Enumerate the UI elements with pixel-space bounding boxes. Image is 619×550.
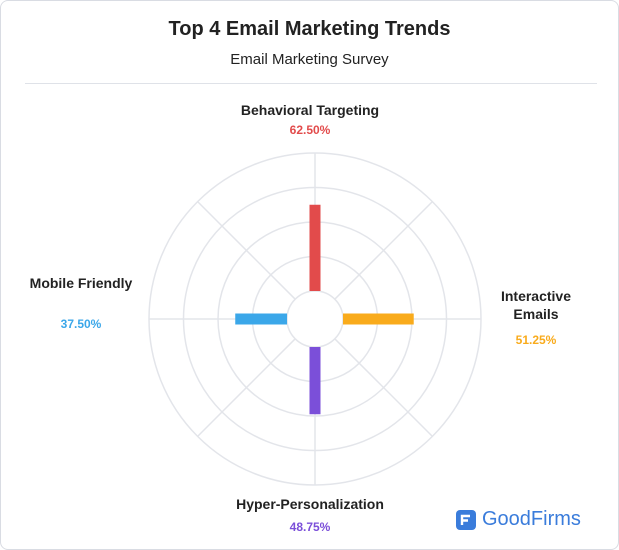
grid-spoke <box>334 338 433 437</box>
brand-name: GoodFirms <box>482 508 581 530</box>
value-label: 51.25% <box>515 333 557 347</box>
category-label: Interactive Emails <box>500 288 572 322</box>
value-label: 37.50% <box>60 317 102 331</box>
chart-title: Top 4 Email Marketing Trends <box>168 18 451 40</box>
category-label: Hyper-Personalization <box>236 496 384 512</box>
brand-logo: GoodFirms <box>456 508 581 531</box>
category-label: Behavioral Targeting <box>240 102 380 118</box>
grid-spoke <box>334 201 433 300</box>
chart-subtitle: Email Marketing Survey <box>230 51 389 68</box>
grid-ring <box>286 290 344 348</box>
brand-icon <box>456 509 476 530</box>
category-label: Mobile Friendly <box>29 275 133 291</box>
grid-spoke <box>197 201 296 300</box>
divider <box>25 83 597 84</box>
value-label: 62.50% <box>289 123 331 137</box>
value-label: 48.75% <box>289 520 331 534</box>
grid-spoke <box>197 338 296 437</box>
